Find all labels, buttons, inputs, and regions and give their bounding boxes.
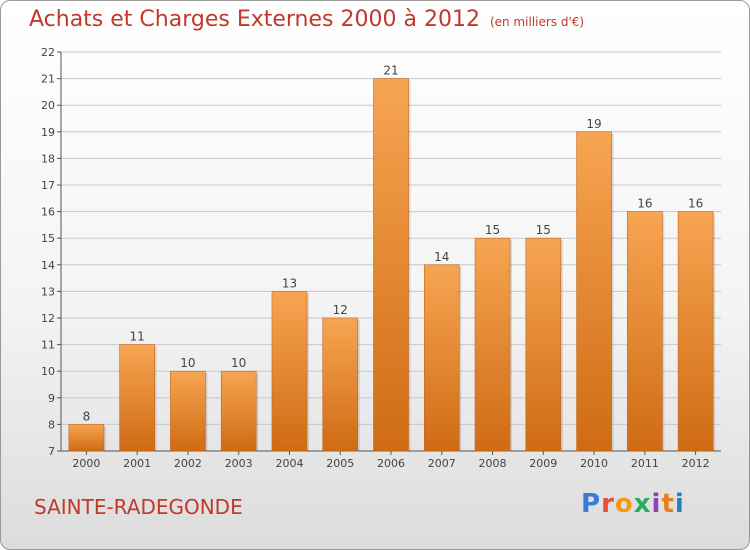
proxiti-logo[interactable]: Proxiti	[581, 489, 685, 519]
bar	[627, 211, 663, 452]
logo-letter: i	[674, 489, 685, 519]
y-tick-label: 8	[48, 418, 55, 431]
bar	[322, 317, 359, 452]
y-tick-label: 16	[41, 206, 55, 219]
y-tick-label: 9	[48, 392, 55, 405]
bar	[220, 370, 257, 452]
bar-value-label: 10	[231, 356, 246, 370]
x-tick-label: 2008	[479, 457, 507, 470]
bar-value-label: 15	[536, 223, 551, 237]
y-tick-label: 22	[41, 46, 55, 59]
bar	[474, 237, 511, 452]
bar	[525, 237, 562, 452]
y-tick-label: 12	[41, 312, 55, 325]
bar	[170, 370, 206, 452]
x-tick-label: 2002	[174, 457, 202, 470]
bar	[271, 291, 308, 452]
bar-value-label: 21	[383, 64, 398, 78]
y-tick-label: 18	[41, 152, 55, 165]
bar	[423, 264, 460, 452]
bar-value-label: 15	[485, 223, 500, 237]
chart-title-text: Achats et Charges Externes 2000 à 2012	[29, 7, 480, 32]
y-tick-label: 20	[41, 99, 55, 112]
x-tick-label: 2000	[72, 457, 100, 470]
x-tick-label: 2012	[682, 457, 710, 470]
y-tick-label: 19	[41, 126, 55, 139]
bar	[677, 211, 714, 452]
bar-value-label: 16	[637, 197, 652, 211]
logo-letter: x	[633, 489, 652, 519]
y-tick-label: 17	[41, 179, 55, 192]
y-tick-label: 15	[41, 232, 55, 245]
y-tick-label: 14	[41, 259, 55, 272]
logo-letter: P	[581, 489, 602, 519]
commune-name: SAINTE-RADEGONDE	[34, 495, 243, 519]
bar	[68, 424, 105, 452]
labels: 8 2000 11 2001 10 2002 10 2003 13 2004 12 2005 21 200…	[72, 64, 709, 470]
x-tick-label: 2001	[123, 457, 151, 470]
bar	[373, 78, 409, 452]
chart-unit: (en milliers d'€)	[489, 15, 585, 29]
logo-letter: o	[614, 489, 634, 519]
x-tick-label: 2010	[580, 457, 608, 470]
y-tick-label: 21	[41, 73, 55, 86]
logo-letter: r	[601, 489, 615, 519]
bar	[119, 344, 155, 452]
x-tick-label: 2009	[529, 457, 557, 470]
logo-letter: i	[651, 489, 662, 519]
bar-value-label: 8	[83, 409, 91, 423]
bar-value-label: 11	[130, 330, 145, 344]
y-tick-label: 11	[41, 339, 55, 352]
x-tick-label: 2003	[225, 457, 253, 470]
chart-title: Achats et Charges Externes 2000 à 2012 (e…	[29, 7, 584, 32]
x-tick-label: 2007	[428, 457, 456, 470]
bars	[68, 78, 716, 452]
bar-value-label: 10	[180, 356, 195, 370]
logo-letter: t	[661, 489, 675, 519]
y-tick-label: 13	[41, 285, 55, 298]
bar-value-label: 16	[688, 197, 703, 211]
x-tick-label: 2005	[326, 457, 354, 470]
x-tick-label: 2004	[275, 457, 303, 470]
bar-value-label: 14	[434, 250, 449, 264]
x-tick-label: 2006	[377, 457, 405, 470]
y-tick-label: 7	[48, 445, 55, 458]
bar-value-label: 13	[282, 276, 297, 290]
bar-value-label: 12	[333, 303, 348, 317]
bar	[576, 131, 612, 452]
x-tick-label: 2011	[631, 457, 659, 470]
y-tick-label: 10	[41, 365, 55, 378]
bar-value-label: 19	[586, 117, 601, 131]
